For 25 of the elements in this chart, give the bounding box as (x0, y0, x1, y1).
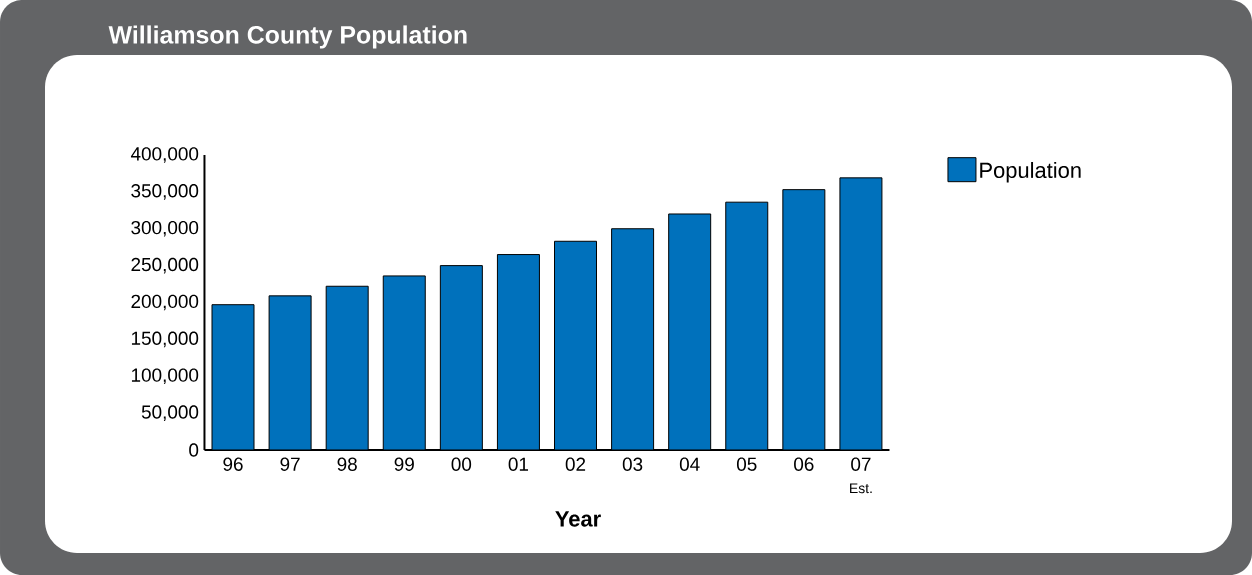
y-tick-label: 350,000 (131, 184, 199, 200)
y-tick-label: 150,000 (131, 331, 199, 348)
x-tick-label: 00 (451, 457, 472, 471)
y-tick-label: 250,000 (131, 257, 199, 274)
x-tick-label: 96 (223, 457, 243, 471)
legend-label: Population (980, 161, 1081, 183)
y-tick-label: 400,000 (130, 147, 199, 163)
y-tick-label: 200,000 (131, 294, 199, 311)
y-tick-label: 50,000 (141, 405, 199, 421)
x-tick-label: 97 (280, 457, 300, 471)
x-tick-label: 99 (394, 457, 414, 471)
chart-title: Williamson County Population (108, 25, 467, 49)
x-tick-label: 98 (337, 457, 357, 471)
y-tick-label: 0 (189, 443, 199, 457)
x-tick-label: 05 (736, 457, 757, 471)
text: Est. (850, 483, 872, 494)
x-tick-label: 01 (508, 457, 529, 471)
y-tick-label: 100,000 (131, 368, 199, 385)
x-tick-label: 03 (622, 457, 643, 471)
x-tick-label: 04 (679, 457, 700, 471)
y-tick-label: 300,000 (131, 220, 199, 237)
x-tick-label: 06 (794, 457, 814, 471)
x-tick-label: 07 (851, 457, 871, 471)
x-axis-title: Year (555, 511, 601, 527)
x-tick-label: 02 (565, 457, 586, 471)
